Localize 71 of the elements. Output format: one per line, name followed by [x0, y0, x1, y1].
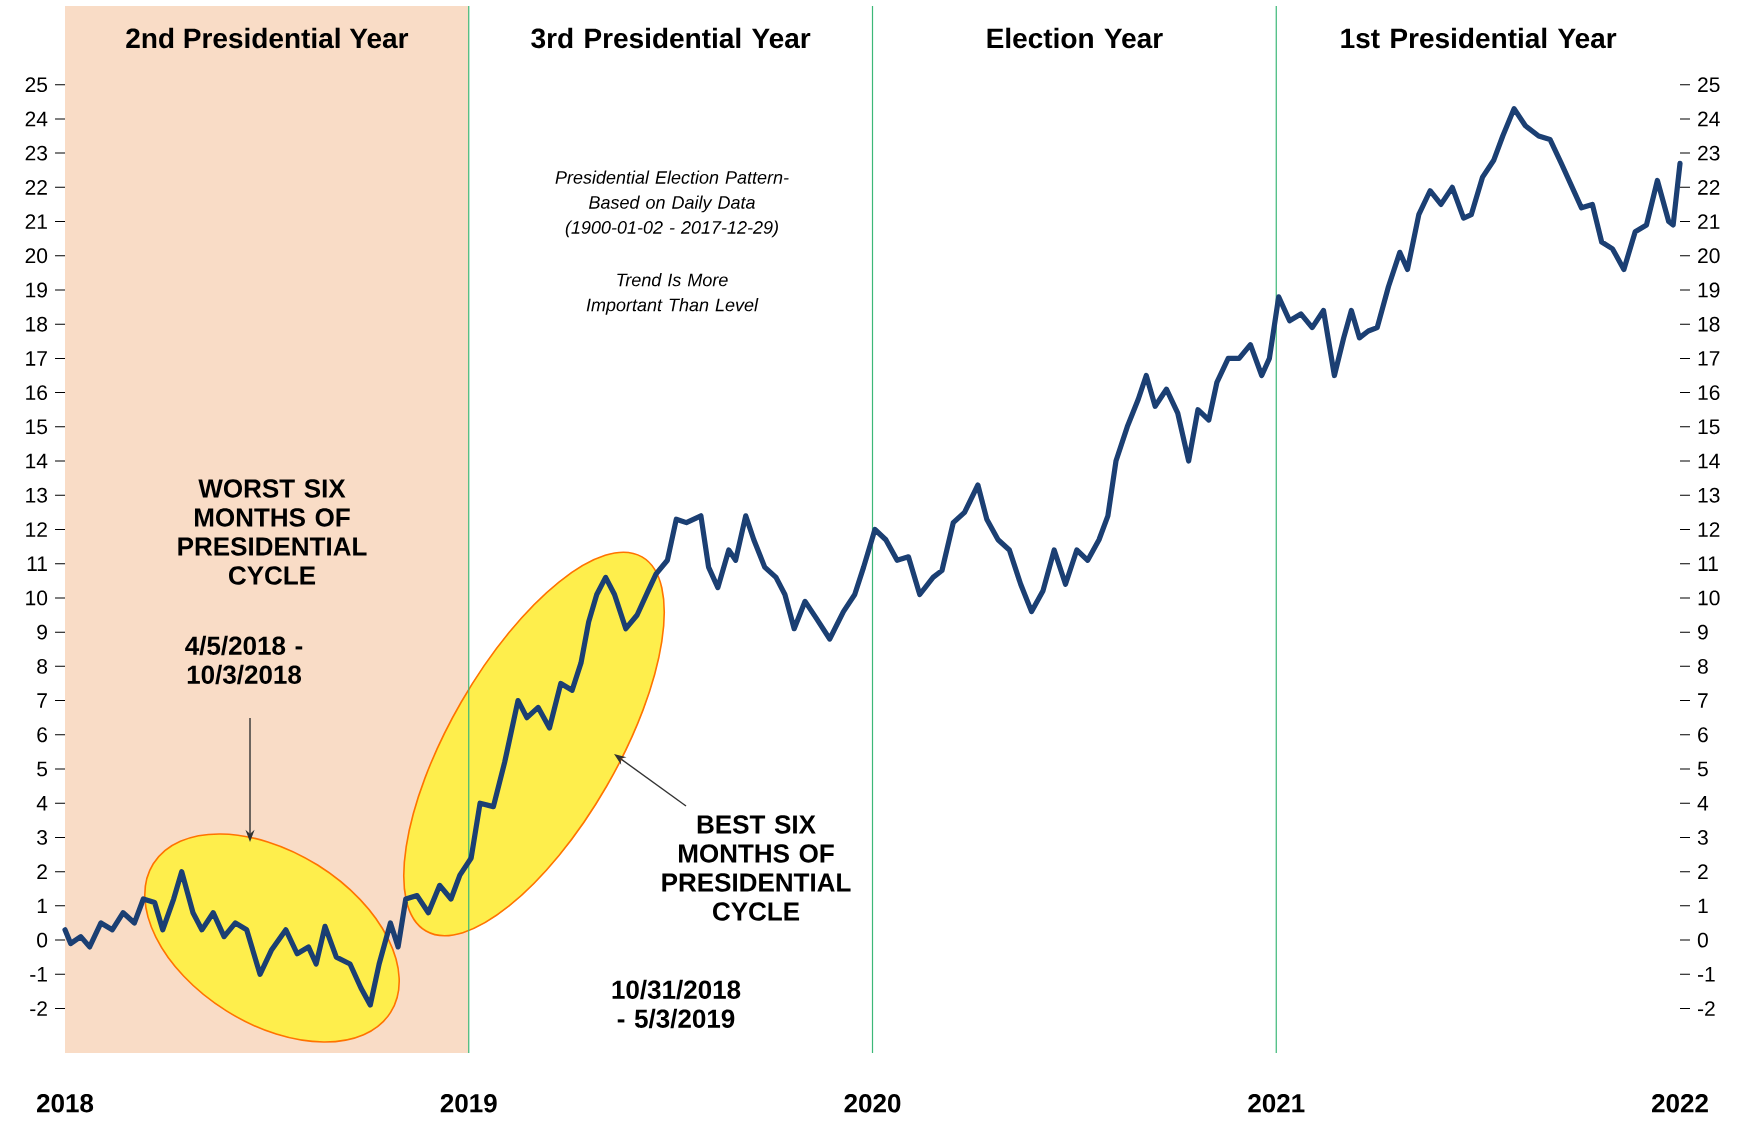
- y2-tick-label: 4: [36, 796, 48, 811]
- y-tick-label: 5: [1697, 761, 1708, 777]
- y2-tick-label: 25: [25, 77, 48, 93]
- x-tick-label: 2018: [36, 1094, 94, 1113]
- y-tick-label: 6: [1698, 727, 1708, 743]
- y-tick-label: 11: [1698, 556, 1718, 571]
- y-tick-label: 23: [1698, 145, 1720, 161]
- y2-tick-label: -2: [30, 1001, 47, 1016]
- y-tick-label: 18: [1698, 316, 1720, 332]
- y2-tick-label: 20: [25, 248, 48, 264]
- y2-tick-label: 22: [25, 180, 47, 195]
- annotation: Election Year: [987, 27, 1163, 49]
- annotation: BEST SIX MONTHS OF PRESIDENTIAL CYCLE: [662, 815, 851, 921]
- y-tick-label: 9: [1698, 624, 1708, 640]
- x-tick-label: 2020: [844, 1094, 901, 1113]
- band-label: 2nd Presidential Year: [126, 27, 409, 49]
- y2-tick-label: 16: [26, 385, 48, 401]
- y2-tick-label: -1: [30, 967, 47, 982]
- y-tick-label: -2: [1698, 1001, 1715, 1016]
- y-tick-label: -1: [1698, 967, 1715, 982]
- annotation: WORST SIX MONTHS OF PRESIDENTIAL CYCLE: [178, 479, 367, 585]
- y2-tick-label: 21: [25, 214, 47, 229]
- y2-tick-label: 17: [26, 351, 47, 366]
- y-tick-label: 21: [1698, 214, 1720, 229]
- annotation: 4/5/2018 - 10/3/2018: [185, 635, 303, 685]
- y2-tick-label: 0: [37, 932, 48, 948]
- y-tick-label: 17: [1698, 351, 1720, 366]
- y-tick-label: 20: [1698, 248, 1720, 264]
- y-tick-label: 7: [1698, 693, 1708, 708]
- annotation: 10/31/2018 - 5/3/2019: [612, 979, 741, 1029]
- y-tick-label: 14: [1698, 453, 1720, 469]
- y-tick-label: 12: [1698, 522, 1720, 537]
- y-tick-label: 19: [1698, 282, 1720, 298]
- y2-tick-label: 13: [26, 487, 48, 503]
- y-tick-label: 22: [1698, 180, 1720, 195]
- x-tick-label: 2019: [440, 1094, 497, 1113]
- y-tick-label: 8: [1697, 658, 1708, 674]
- annotation: 1st Presidential Year: [1341, 27, 1617, 49]
- y-tick-label: 4: [1697, 796, 1709, 811]
- y2-tick-label: 15: [26, 419, 48, 435]
- annotation: Trend Is More Important Than Level: [586, 273, 759, 315]
- y2-tick-label: 23: [25, 145, 48, 161]
- y2-tick-label: 12: [26, 522, 47, 537]
- y-tick-label: 3: [1697, 830, 1708, 845]
- y2-tick-label: 19: [26, 282, 47, 298]
- annotation: Presidential Election Pattern- Based on Daily Data (1900-01-02 - 2017-12-29): [555, 170, 789, 238]
- y-tick-label: 24: [1698, 111, 1720, 127]
- y2-tick-label: 14: [26, 453, 48, 469]
- y2-tick-label: 6: [37, 727, 48, 743]
- y2-tick-label: 7: [37, 693, 47, 708]
- x-tick-label: 2021: [1248, 1094, 1305, 1113]
- y2-tick-label: 10: [26, 590, 48, 606]
- y-tick-label: 15: [1698, 419, 1720, 435]
- y-tick-label: 25: [1698, 77, 1720, 93]
- y-tick-label: 16: [1698, 385, 1720, 401]
- x-tick-label: 2022: [1651, 1094, 1708, 1113]
- y2-tick-label: 18: [26, 316, 48, 332]
- y2-tick-label: 5: [37, 761, 48, 777]
- y-tick-label: 2: [1698, 864, 1708, 879]
- y2-tick-label: 1: [37, 898, 47, 914]
- y2-tick-label: 9: [37, 624, 47, 640]
- y2-tick-label: 2: [37, 864, 47, 879]
- y-tick-label: 13: [1698, 487, 1720, 503]
- y-tick-label: 10: [1698, 590, 1720, 606]
- y2-tick-label: 8: [37, 658, 48, 674]
- y2-tick-label: 24: [25, 111, 48, 127]
- y2-tick-label: 3: [37, 830, 48, 845]
- annotation: 3rd Presidential Year: [531, 27, 811, 49]
- y2-tick-label: 11: [27, 556, 47, 571]
- y-tick-label: 0: [1697, 932, 1708, 948]
- y-tick-label: 1: [1698, 898, 1708, 914]
